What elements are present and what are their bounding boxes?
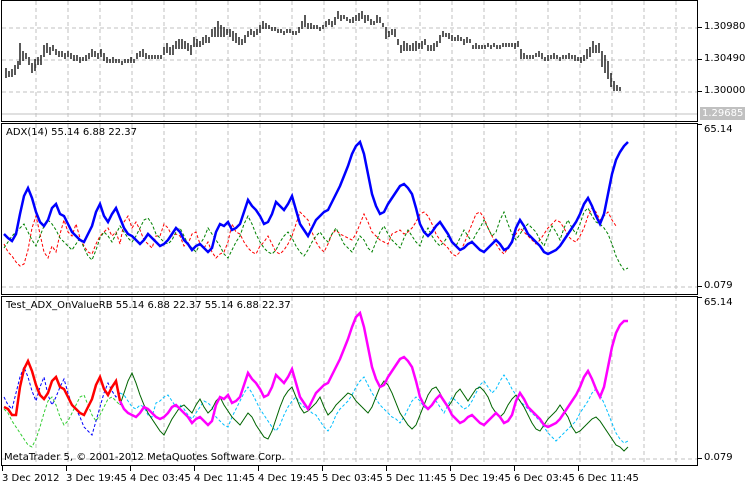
time-label: 6 Dec 11:45: [578, 473, 639, 484]
time-tick: [2, 465, 3, 471]
test-tick: [697, 458, 702, 459]
time-tick: [322, 465, 323, 471]
adx-pane-label: ADX(14) 55.14 6.88 22.37: [6, 127, 137, 138]
adx-max-label: 65.14: [704, 124, 733, 135]
price-axis-label: 1.30000: [704, 85, 746, 96]
test-adx-pane[interactable]: Test_ADX_OnValueRB 55.14 6.88 22.37 55.1…: [1, 296, 698, 466]
test-adx-line-up: [118, 310, 628, 429]
time-tick: [578, 465, 579, 471]
time-label: 3 Dec 2012: [2, 473, 60, 484]
current-price-tag: 1.29685: [700, 107, 746, 120]
test-max-label: 65.14: [704, 297, 733, 308]
adx-main-line: [3, 139, 629, 256]
time-label: 5 Dec 19:45: [450, 473, 511, 484]
test-plus-di-line-part1: [3, 394, 121, 448]
price-tick: [697, 91, 702, 92]
adx-chart: [2, 124, 697, 294]
time-label: 5 Dec 11:45: [386, 473, 447, 484]
test-adx-line-down: [3, 357, 122, 417]
test-adx-chart: [2, 297, 697, 465]
grid-lines: [2, 1, 697, 121]
adx-tick: [697, 286, 702, 287]
time-label: 5 Dec 03:45: [322, 473, 383, 484]
price-tick: [697, 27, 702, 28]
time-tick: [386, 465, 387, 471]
adx-pane[interactable]: ADX(14) 55.14 6.88 22.37: [1, 123, 698, 295]
time-label: 3 Dec 19:45: [66, 473, 127, 484]
time-tick: [450, 465, 451, 471]
price-bars: [5, 11, 621, 91]
adx-tick: [697, 124, 702, 125]
time-tick: [130, 465, 131, 471]
time-tick: [194, 465, 195, 471]
price-pane[interactable]: [1, 0, 698, 122]
price-axis-label: 1.30980: [704, 21, 746, 32]
test-pane-label: Test_ADX_OnValueRB 55.14 6.88 22.37 55.1…: [6, 300, 291, 311]
price-tick: [697, 59, 702, 60]
time-tick: [66, 465, 67, 471]
grid-lines: [2, 297, 697, 465]
price-axis-label: 1.30490: [704, 53, 746, 64]
time-label: 4 Dec 03:45: [130, 473, 191, 484]
test-tick: [697, 297, 702, 298]
time-label: 4 Dec 19:45: [258, 473, 319, 484]
test-min-label: 0.079: [704, 452, 733, 463]
price-chart: [2, 1, 697, 121]
copyright-text: MetaTrader 5, © 2001-2012 MetaQuotes Sof…: [4, 452, 285, 463]
time-label: 6 Dec 03:45: [514, 473, 575, 484]
time-tick: [514, 465, 515, 471]
time-label: 4 Dec 11:45: [194, 473, 255, 484]
grid-lines: [2, 124, 697, 294]
time-tick: [258, 465, 259, 471]
adx-min-label: 0.079: [704, 280, 733, 291]
